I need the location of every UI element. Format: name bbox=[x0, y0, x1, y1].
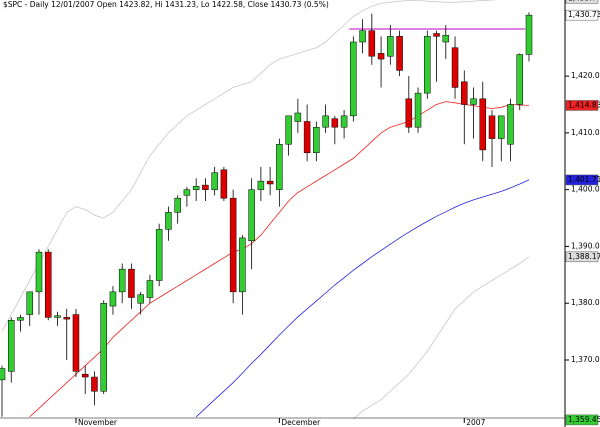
candle-body bbox=[183, 189, 191, 196]
candle-body bbox=[100, 302, 107, 392]
candle-body bbox=[239, 237, 246, 293]
candle-body bbox=[359, 30, 366, 43]
candle-body bbox=[525, 14, 533, 55]
candle-body bbox=[433, 33, 440, 37]
candle-body bbox=[118, 268, 126, 293]
candle-body bbox=[35, 251, 43, 293]
candle-body bbox=[516, 54, 524, 105]
candle-body bbox=[451, 47, 459, 88]
candle-body bbox=[165, 212, 172, 230]
candle-body bbox=[26, 291, 33, 315]
moving-average-line bbox=[353, 256, 530, 420]
candle-body bbox=[174, 197, 181, 213]
candle-body bbox=[257, 180, 265, 190]
price-label-box bbox=[565, 9, 599, 21]
candle-body bbox=[405, 98, 413, 128]
candle-body bbox=[109, 291, 117, 307]
moving-average-line bbox=[29, 101, 530, 418]
candle-body bbox=[387, 36, 394, 57]
candle-body bbox=[350, 41, 357, 117]
y-tick-label: 1,390.0 bbox=[571, 241, 600, 250]
candle-body bbox=[461, 81, 468, 105]
axes: 1,370.0 1,380.0 1,390.0 1,400.0 1,410.0 1,420… bbox=[75, 0, 600, 427]
candle-body bbox=[81, 373, 89, 378]
candle-body bbox=[229, 197, 237, 293]
candle-body bbox=[276, 143, 283, 190]
candle-body bbox=[72, 314, 80, 372]
y-tick-label: 1,420.0 bbox=[571, 71, 600, 80]
moving-average-line bbox=[195, 179, 530, 418]
candle-body bbox=[377, 53, 385, 60]
candle-body bbox=[44, 251, 52, 318]
price-label-box bbox=[565, 174, 599, 186]
candle-body bbox=[202, 184, 209, 190]
candle-body bbox=[220, 169, 228, 199]
candle-body bbox=[146, 280, 154, 298]
candle-body bbox=[63, 317, 70, 320]
candle-body bbox=[211, 172, 218, 190]
price-label: 1,401.71 bbox=[568, 175, 600, 184]
candle-body bbox=[266, 180, 274, 185]
candle-body bbox=[322, 115, 329, 128]
y-tick-label: 1,370.0 bbox=[571, 355, 600, 364]
candle-body bbox=[414, 92, 422, 128]
candle-body bbox=[0, 368, 6, 381]
candle-body bbox=[507, 104, 514, 145]
price-label-box bbox=[565, 0, 599, 4]
plot-area bbox=[0, 0, 533, 420]
candle-body bbox=[368, 30, 376, 57]
candle-body bbox=[17, 317, 24, 321]
candle-body bbox=[340, 115, 348, 128]
chart-title: $SPC - Daily 12/01/2007 Open 1423.82, Hi… bbox=[3, 0, 329, 9]
y-tick-label: 1,410.0 bbox=[571, 128, 600, 137]
candle-body bbox=[303, 121, 311, 153]
candle-body bbox=[137, 294, 144, 304]
price-label: 1,433.7 bbox=[568, 0, 597, 2]
x-tick-label: November bbox=[78, 418, 118, 427]
candle-body bbox=[155, 229, 163, 281]
candle-body bbox=[470, 98, 477, 105]
y-tick-label: 1,400.0 bbox=[571, 185, 600, 194]
candle-body bbox=[424, 36, 431, 94]
candle-body bbox=[479, 98, 487, 151]
candle-body bbox=[128, 268, 135, 298]
price-label-box bbox=[565, 251, 599, 263]
price-label: 1,430.73 bbox=[568, 10, 600, 19]
candle-body bbox=[192, 185, 200, 190]
candle-body bbox=[248, 189, 255, 242]
candle-body bbox=[396, 36, 403, 71]
price-label: 1,359.45 bbox=[568, 415, 600, 424]
price-label: 1,388.17 bbox=[568, 252, 600, 261]
candle-body bbox=[442, 34, 450, 43]
moving-average-line bbox=[1, 0, 499, 332]
x-tick-label: 2007 bbox=[466, 418, 485, 427]
candle-body bbox=[488, 115, 496, 139]
candle-body bbox=[498, 115, 505, 139]
x-tick-label: December bbox=[281, 418, 321, 427]
y-tick-label: 1,380.0 bbox=[571, 298, 600, 307]
price-label-box bbox=[565, 414, 599, 426]
candle-body bbox=[54, 315, 61, 318]
price-label: 1,414.83 bbox=[568, 100, 600, 109]
price-label-box bbox=[565, 100, 599, 111]
candle-body bbox=[285, 115, 292, 145]
candle-body bbox=[7, 320, 15, 372]
candle-body bbox=[294, 112, 302, 122]
candle-body bbox=[91, 376, 98, 392]
candle-body bbox=[331, 118, 339, 128]
candle-body bbox=[313, 126, 320, 153]
